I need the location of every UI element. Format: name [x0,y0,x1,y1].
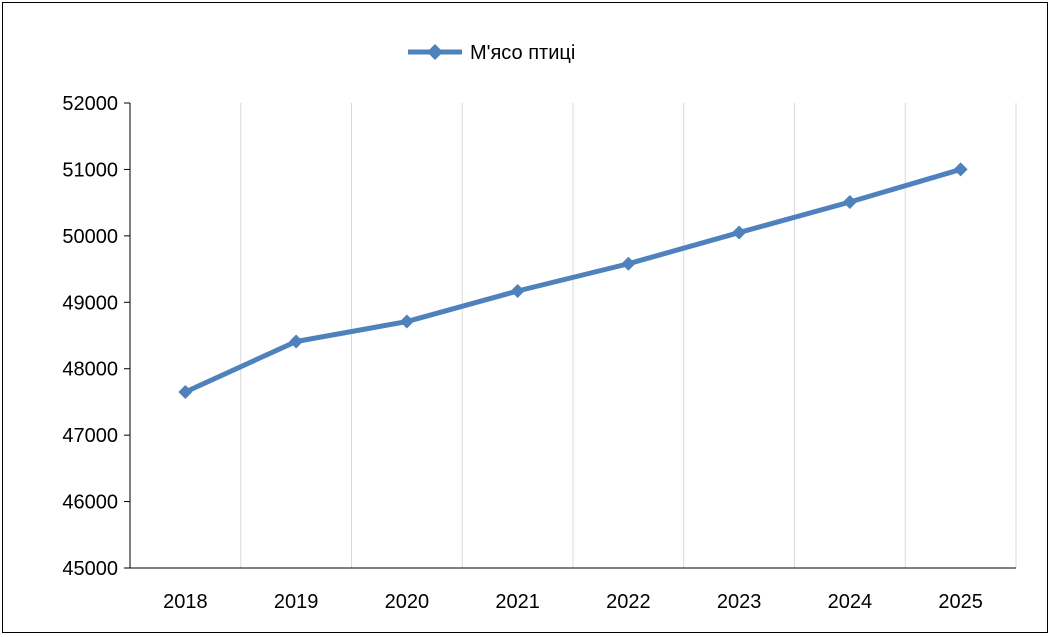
x-tick-label: 2018 [163,591,208,613]
data-point-marker [732,225,747,240]
gridlines [240,103,1017,568]
data-point-marker [842,194,857,209]
data-point-marker [621,256,636,271]
series-layer [178,162,968,399]
y-tick-label: 51000 [62,159,118,181]
y-tick-labels: 45000 46000 47000 48000 49000 50000 51000 52000 [62,93,118,580]
data-point-marker [510,283,525,298]
y-tick-label: 45000 [62,558,118,580]
y-tick-label: 47000 [62,425,118,447]
data-point-marker [178,384,193,399]
x-tick-labels: 2018 2019 2020 2021 2022 2023 2024 2025 [163,591,983,613]
data-point-marker [399,314,414,329]
x-tick-label: 2024 [828,591,873,613]
x-tick-label: 2020 [385,591,430,613]
y-tick-label: 49000 [62,292,118,314]
x-tick-label: 2022 [606,591,651,613]
legend-marker [427,44,443,60]
x-tick-label: 2025 [938,591,983,613]
legend-label: М'ясо птиці [470,42,575,64]
axes [124,102,1016,569]
x-tick-label: 2023 [717,591,762,613]
legend: М'ясо птиці [408,42,575,64]
y-tick-label: 52000 [62,93,118,115]
y-tick-label: 46000 [62,492,118,514]
series-line [182,166,964,395]
y-tick-label: 48000 [62,359,118,381]
y-tick-label: 50000 [62,226,118,248]
x-tick-label: 2019 [274,591,319,613]
x-tick-label: 2021 [495,591,540,613]
data-point-marker [289,334,304,349]
data-point-marker [953,162,968,177]
